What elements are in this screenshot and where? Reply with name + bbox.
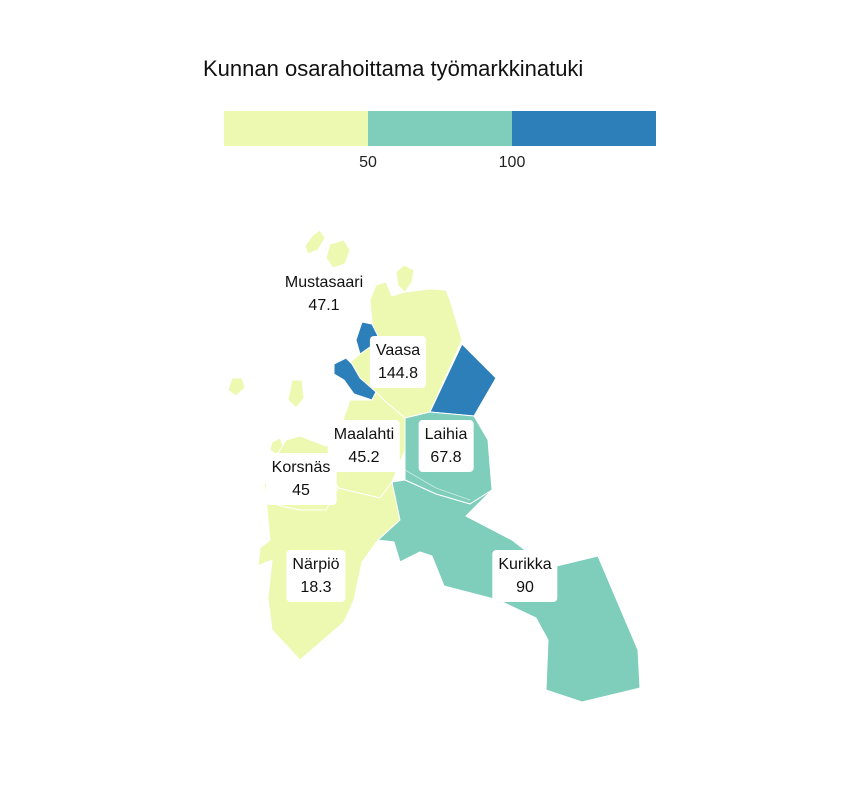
label-laihia-name: Laihia [424,426,468,443]
legend-tick-50: 50 [359,154,377,171]
map-title: Kunnan osarahoittama työmarkkinatuki [203,56,584,81]
label-narpio-name: Närpiö [292,556,340,573]
legend-segment-low [224,111,368,146]
label-vaasa-name: Vaasa [375,342,421,359]
label-kurikka: Kurikka 90 [492,550,558,602]
label-vaasa: Vaasa 144.8 [369,336,427,388]
label-korsnas-name: Korsnäs [271,459,331,476]
label-korsnas: Korsnäs 45 [265,453,337,505]
label-kurikka-name: Kurikka [498,556,552,573]
label-mustasaari-value: 47.1 [308,297,340,314]
label-mustasaari: Mustasaari 47.1 [278,268,370,320]
label-kurikka-value: 90 [516,579,534,596]
region-mustasaari[interactable] [304,229,463,419]
label-maalahti-name: Maalahti [333,426,395,443]
legend-tick-100: 100 [498,154,526,171]
label-narpio: Närpiö 18.3 [286,550,346,602]
label-vaasa-value: 144.8 [377,365,419,382]
label-korsnas-value: 45 [292,482,310,499]
label-maalahti-value: 45.2 [348,449,380,466]
label-laihia-value: 67.8 [430,449,462,466]
label-mustasaari-name: Mustasaari [284,274,364,291]
legend-segment-mid [368,111,512,146]
label-maalahti: Maalahti 45.2 [327,420,401,472]
boundary-line [404,469,471,501]
region-vaasa[interactable] [333,321,497,417]
label-narpio-value: 18.3 [300,579,332,596]
label-laihia: Laihia 67.8 [418,420,474,472]
color-legend [224,111,656,146]
legend-segment-high [512,111,656,146]
